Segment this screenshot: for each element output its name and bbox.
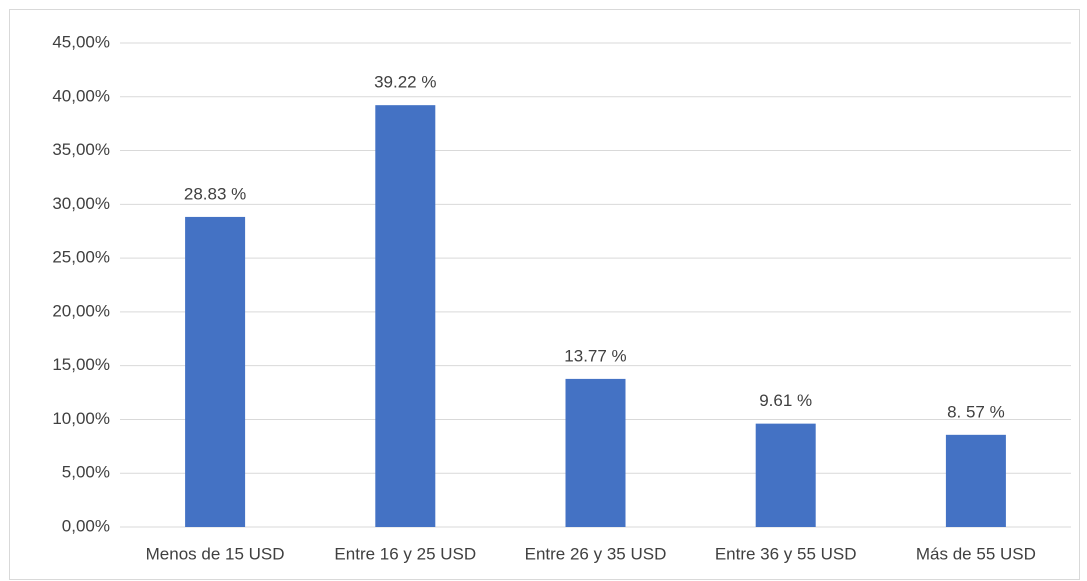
- y-tick-label: 45,00%: [52, 32, 110, 51]
- bar: [565, 378, 626, 527]
- chart-border: [9, 9, 1080, 580]
- x-tick-label: Más de 55 USD: [916, 544, 1036, 563]
- y-tick-label: 5,00%: [62, 463, 110, 482]
- bar: [375, 105, 436, 527]
- y-tick-label: 40,00%: [52, 86, 110, 105]
- bar: [185, 216, 246, 527]
- data-label: 28.83 %: [184, 184, 246, 203]
- x-tick-label: Entre 26 y 35 USD: [525, 544, 667, 563]
- y-tick-label: 15,00%: [52, 355, 110, 374]
- y-tick-label: 25,00%: [52, 248, 110, 267]
- bar: [755, 423, 816, 527]
- bar: [945, 434, 1006, 527]
- data-label: 8. 57 %: [947, 402, 1005, 421]
- data-label: 39.22 %: [374, 73, 436, 92]
- y-tick-label: 30,00%: [52, 194, 110, 213]
- y-tick-label: 0,00%: [62, 516, 110, 535]
- y-tick-label: 10,00%: [52, 409, 110, 428]
- x-tick-label: Menos de 15 USD: [146, 544, 285, 563]
- y-tick-label: 20,00%: [52, 301, 110, 320]
- y-tick-label: 35,00%: [52, 140, 110, 159]
- data-label: 9.61 %: [759, 391, 812, 410]
- x-tick-label: Entre 16 y 25 USD: [334, 544, 476, 563]
- x-tick-label: Entre 36 y 55 USD: [715, 544, 857, 563]
- data-label: 13.77 %: [564, 346, 626, 365]
